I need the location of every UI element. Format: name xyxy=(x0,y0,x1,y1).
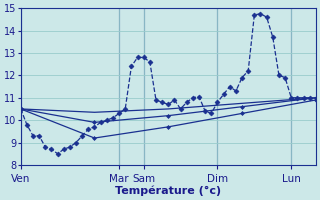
X-axis label: Température (°c): Température (°c) xyxy=(115,185,221,196)
